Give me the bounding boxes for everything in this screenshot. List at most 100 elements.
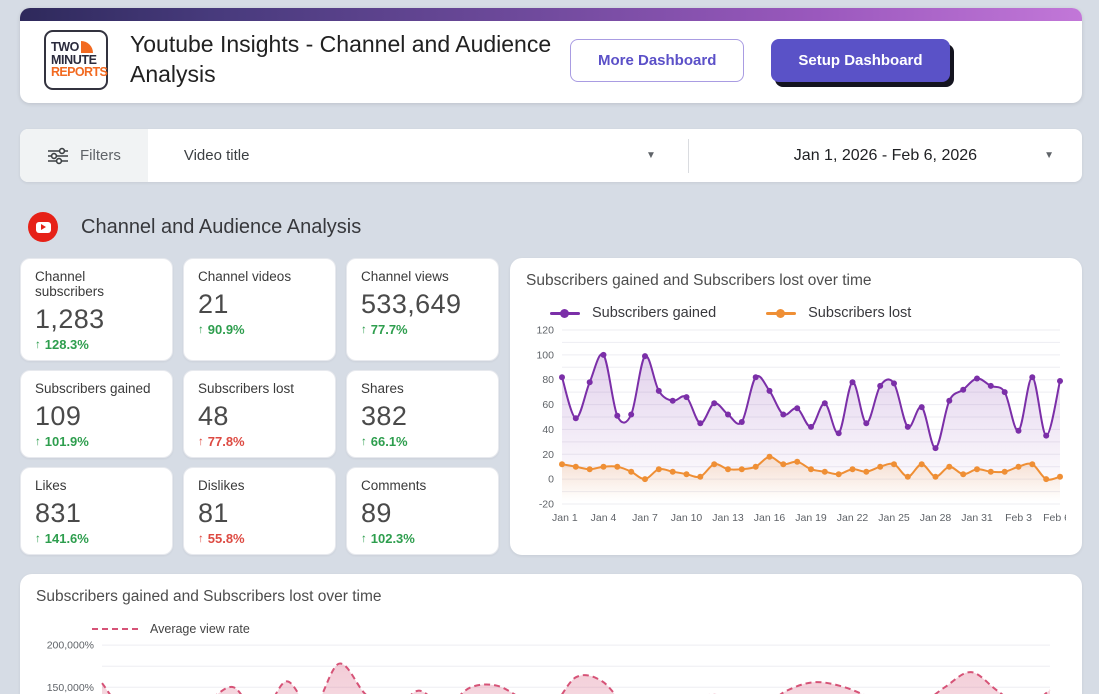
arrow-up-icon: ↑ bbox=[361, 532, 367, 545]
svg-text:Jan 4: Jan 4 bbox=[591, 512, 617, 524]
page-title: Youtube Insights - Channel and Audience … bbox=[130, 31, 552, 87]
svg-text:0: 0 bbox=[548, 474, 554, 486]
kpi-card-subscribers-lost: Subscribers lost 48 ↑ 77.8% bbox=[183, 370, 336, 458]
svg-text:Jan 31: Jan 31 bbox=[961, 512, 993, 524]
chart-title: Subscribers gained and Subscribers lost … bbox=[526, 272, 872, 289]
date-range-filter[interactable]: Jan 1, 2026 - Feb 6, 2026 ▼ bbox=[689, 147, 1082, 165]
kpi-value: 89 bbox=[361, 498, 392, 528]
kpi-value: 81 bbox=[198, 498, 229, 528]
chart-legend: Subscribers gained Subscribers lost bbox=[550, 305, 1066, 321]
svg-text:100: 100 bbox=[536, 349, 554, 361]
arrow-up-icon: ↑ bbox=[361, 323, 367, 336]
kpi-value: 48 bbox=[198, 401, 229, 431]
kpi-label: Channel views bbox=[361, 269, 449, 284]
youtube-icon bbox=[28, 212, 58, 242]
svg-text:60: 60 bbox=[542, 399, 554, 411]
arrow-up-icon: ↑ bbox=[35, 435, 41, 448]
kpi-card-channel-videos: Channel videos 21 ↑ 90.9% bbox=[183, 258, 336, 361]
chevron-down-icon: ▼ bbox=[1044, 150, 1054, 161]
kpi-card-shares: Shares 382 ↑ 66.1% bbox=[346, 370, 499, 458]
legend-line-dot-icon bbox=[766, 308, 797, 318]
svg-text:Feb 6: Feb 6 bbox=[1043, 512, 1066, 524]
svg-text:80: 80 bbox=[542, 374, 554, 386]
kpi-value: 21 bbox=[198, 289, 229, 319]
kpi-delta: ↑ 141.6% bbox=[35, 531, 89, 546]
section-header: Channel and Audience Analysis bbox=[28, 212, 1082, 242]
kpi-label: Subscribers gained bbox=[35, 381, 151, 396]
legend-line-dot-icon bbox=[550, 308, 580, 318]
filters-label: Filters bbox=[80, 147, 121, 164]
kpi-label: Channel subscribers bbox=[35, 269, 105, 299]
kpi-label: Shares bbox=[361, 381, 404, 396]
kpi-value: 533,649 bbox=[361, 289, 462, 319]
kpi-card-channel-subscribers: Channel subscribers 1,283 ↑ 128.3% bbox=[20, 258, 173, 361]
date-range-value: Jan 1, 2026 - Feb 6, 2026 bbox=[793, 146, 978, 164]
average-view-rate-chart-card: Subscribers gained and Subscribers lost … bbox=[20, 574, 1082, 694]
section-title: Channel and Audience Analysis bbox=[81, 215, 362, 238]
kpi-label: Channel videos bbox=[198, 269, 292, 284]
kpi-value: 831 bbox=[35, 498, 82, 528]
kpi-label: Comments bbox=[361, 478, 427, 493]
kpi-delta: ↑ 55.8% bbox=[198, 531, 245, 546]
logo-text-minute: MINUTE bbox=[51, 52, 97, 67]
kpi-value: 1,283 bbox=[35, 304, 105, 334]
legend-average-view-rate[interactable]: Average view rate bbox=[92, 622, 250, 636]
svg-text:Jan 10: Jan 10 bbox=[671, 512, 703, 524]
arrow-up-icon: ↑ bbox=[198, 323, 204, 336]
svg-text:120: 120 bbox=[536, 325, 554, 337]
chart-legend: Average view rate bbox=[92, 622, 1066, 636]
svg-text:Jan 22: Jan 22 bbox=[837, 512, 869, 524]
kpi-card-subscribers-gained: Subscribers gained 109 ↑ 101.9% bbox=[20, 370, 173, 458]
kpi-delta: ↑ 102.3% bbox=[361, 531, 415, 546]
filters-bar: Filters Video title ▼ Jan 1, 2026 - Feb … bbox=[20, 129, 1082, 182]
logo-text-reports: REPORTS bbox=[51, 65, 108, 80]
kpi-card-comments: Comments 89 ↑ 102.3% bbox=[346, 467, 499, 555]
svg-text:200,000%: 200,000% bbox=[47, 640, 94, 652]
more-dashboard-button[interactable]: More Dashboard bbox=[570, 38, 745, 82]
logo-text-two: TWO bbox=[51, 39, 79, 54]
kpi-delta: ↑ 66.1% bbox=[361, 434, 408, 449]
svg-text:Jan 16: Jan 16 bbox=[754, 512, 786, 524]
legend-subscribers-gained[interactable]: Subscribers gained bbox=[550, 305, 716, 321]
kpi-delta: ↑ 77.8% bbox=[198, 434, 245, 449]
filters-toggle[interactable]: Filters bbox=[20, 129, 148, 182]
legend-subscribers-lost[interactable]: Subscribers lost bbox=[766, 305, 911, 321]
kpi-card-likes: Likes 831 ↑ 141.6% bbox=[20, 467, 173, 555]
svg-text:150,000%: 150,000% bbox=[47, 682, 94, 694]
legend-dashed-line-icon bbox=[92, 628, 138, 630]
kpi-label: Subscribers lost bbox=[198, 381, 295, 396]
chevron-down-icon: ▼ bbox=[645, 150, 656, 161]
arrow-up-icon: ↑ bbox=[35, 338, 41, 351]
logo-fan-icon bbox=[80, 40, 93, 53]
kpi-delta: ↑ 128.3% bbox=[35, 337, 89, 352]
filter-divider bbox=[687, 138, 689, 173]
svg-text:20: 20 bbox=[542, 449, 554, 461]
subscribers-chart-card: Subscribers gained and Subscribers lost … bbox=[510, 258, 1082, 555]
kpi-value: 109 bbox=[35, 401, 82, 431]
video-title-filter[interactable]: Video title ▼ bbox=[148, 147, 688, 164]
kpi-card-dislikes: Dislikes 81 ↑ 55.8% bbox=[183, 467, 336, 555]
kpi-delta: ↑ 101.9% bbox=[35, 434, 89, 449]
video-title-filter-value: Video title bbox=[183, 147, 250, 164]
svg-text:Jan 13: Jan 13 bbox=[712, 512, 744, 524]
svg-text:Jan 28: Jan 28 bbox=[920, 512, 952, 524]
kpi-label: Dislikes bbox=[198, 478, 245, 493]
average-view-rate-area-chart: 200,000% 150,000% bbox=[47, 640, 1051, 694]
kpi-delta: ↑ 77.7% bbox=[361, 322, 408, 337]
kpi-grid: Channel subscribers 1,283 ↑ 128.3% Channe… bbox=[20, 258, 499, 555]
arrow-up-icon: ↑ bbox=[198, 532, 204, 545]
header: TWO MINUTE REPORTS Youtube Insights - Ch… bbox=[20, 8, 1082, 103]
two-minute-reports-logo: TWO MINUTE REPORTS bbox=[44, 30, 108, 90]
svg-text:Jan 19: Jan 19 bbox=[795, 512, 827, 524]
svg-text:Jan 7: Jan 7 bbox=[632, 512, 658, 524]
kpi-delta: ↑ 90.9% bbox=[198, 322, 245, 337]
setup-dashboard-button[interactable]: Setup Dashboard bbox=[771, 38, 950, 82]
svg-text:Jan 25: Jan 25 bbox=[878, 512, 910, 524]
arrow-up-icon: ↑ bbox=[361, 435, 367, 448]
filters-icon bbox=[48, 147, 68, 164]
header-accent-bar bbox=[20, 8, 1082, 21]
kpi-card-channel-views: Channel views 533,649 ↑ 77.7% bbox=[346, 258, 499, 361]
svg-text:Jan 1: Jan 1 bbox=[552, 512, 578, 524]
